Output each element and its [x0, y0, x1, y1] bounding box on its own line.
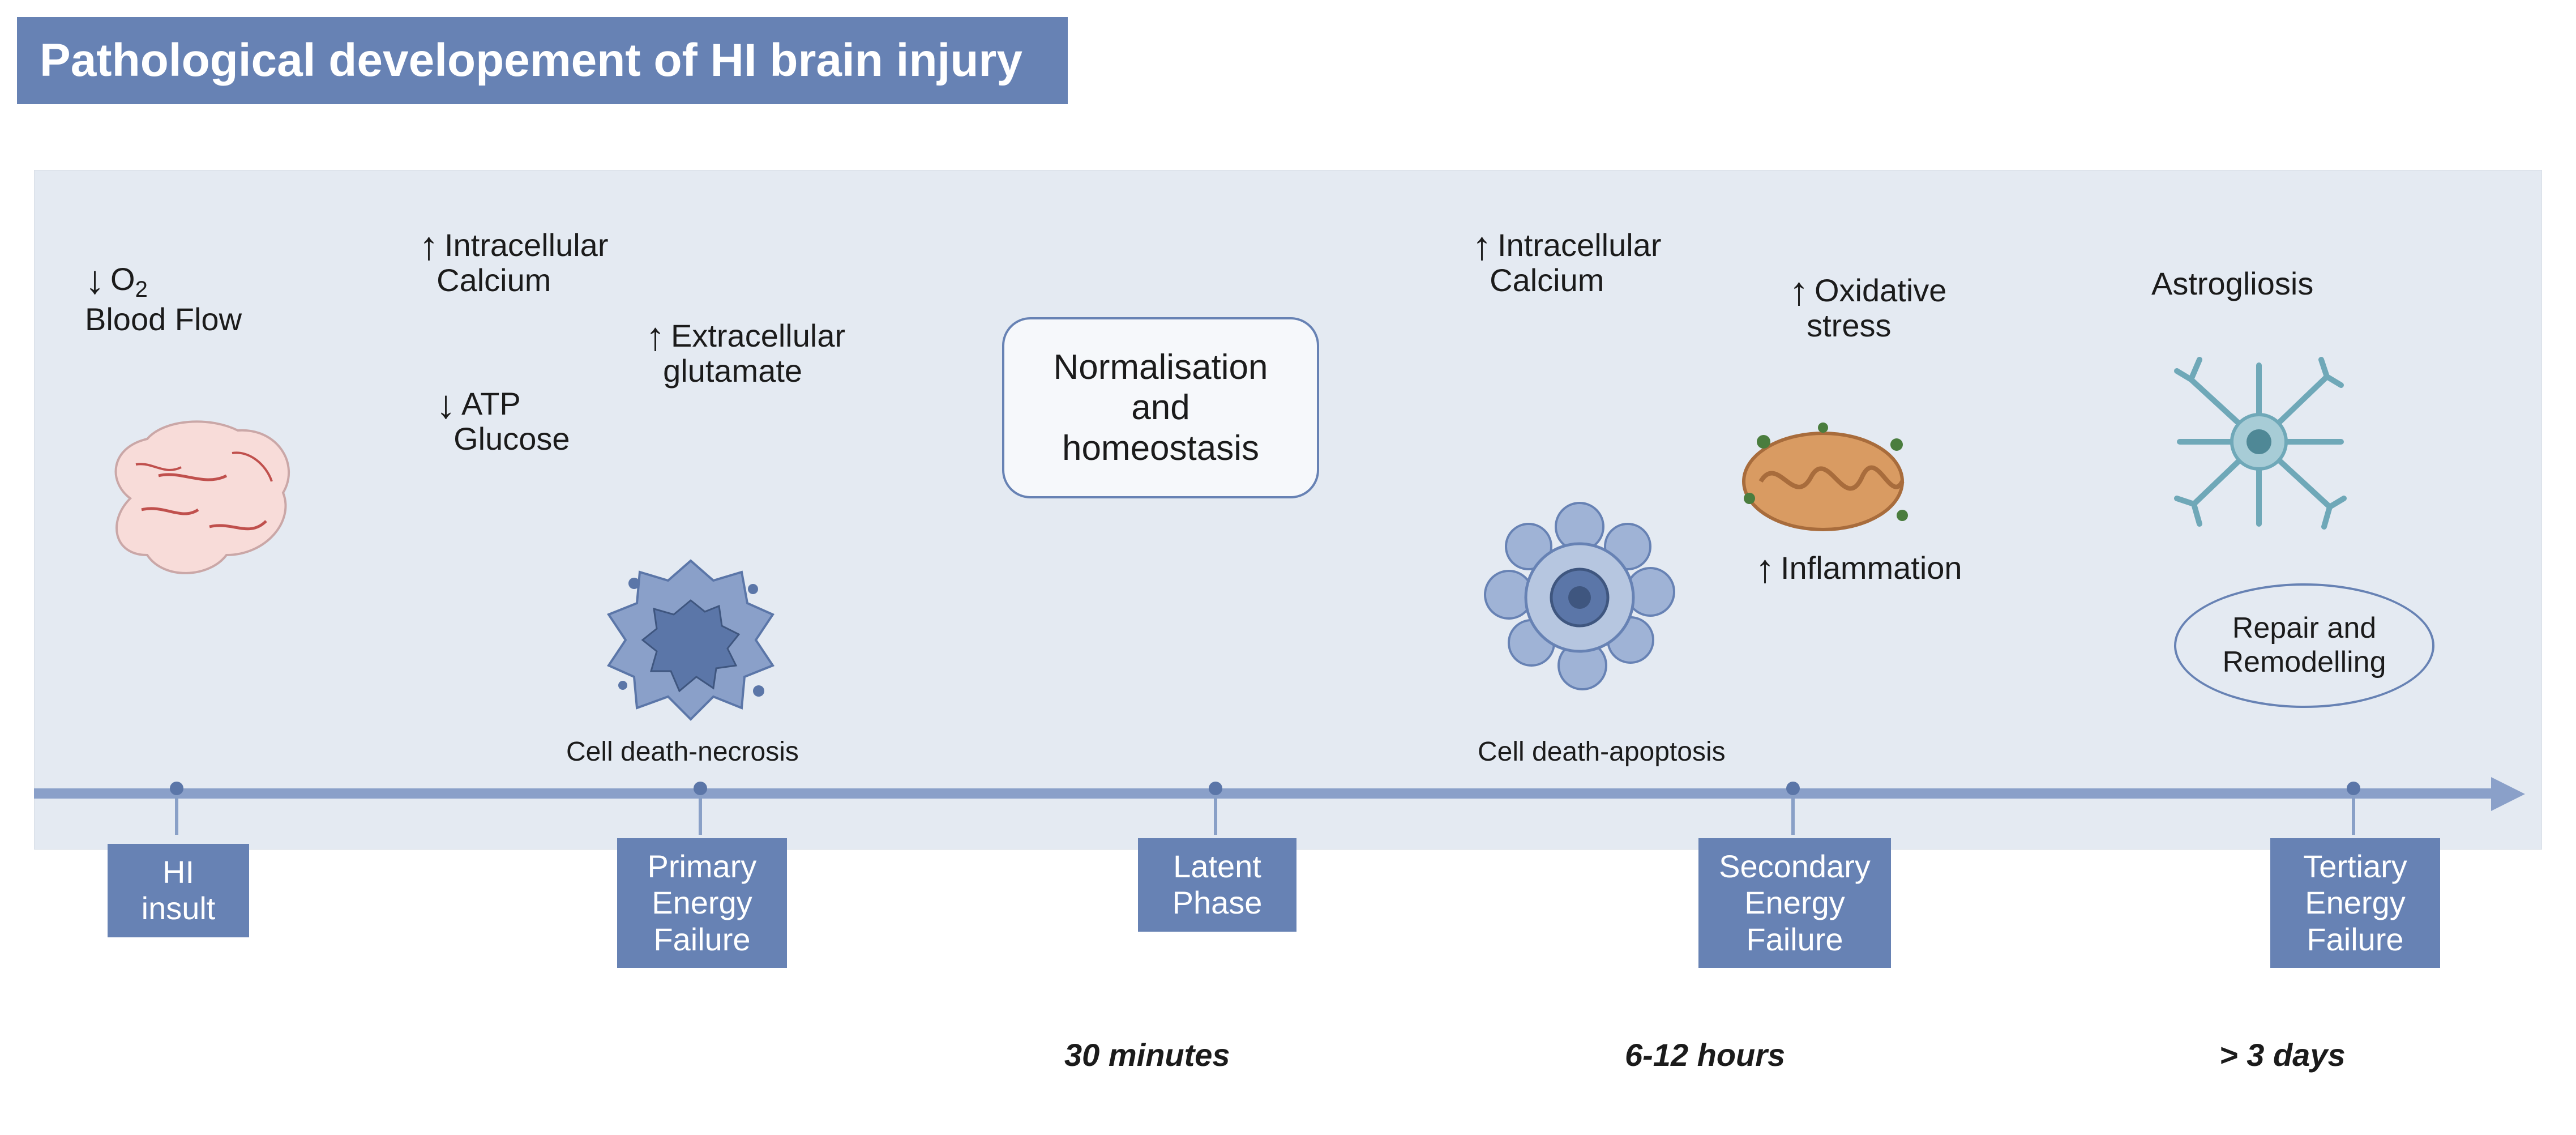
phase-primary-energy-failure: PrimaryEnergyFailure: [617, 838, 787, 968]
tick-stem: [2352, 795, 2355, 835]
label-atp-glucose: ↓ATP Glucose: [436, 385, 570, 456]
diagram-root: Pathological developement of HI brain in…: [0, 0, 2576, 1135]
normalisation-text: Normalisationandhomeostasis: [1053, 347, 1268, 468]
up-arrow-icon: ↑: [1472, 230, 1492, 262]
tick-stem: [1791, 795, 1795, 835]
astrocyte-icon: [2168, 351, 2350, 532]
timeline-axis: [34, 782, 2542, 804]
tick-stem: [1214, 795, 1217, 835]
down-arrow-icon: ↓: [85, 264, 105, 296]
repair-text: Repair andRemodelling: [2222, 612, 2386, 680]
tick-stem: [699, 795, 702, 835]
page-title: Pathological developement of HI brain in…: [17, 17, 1068, 104]
tick-primary: [694, 782, 707, 795]
tick-tertiary: [2347, 782, 2360, 795]
phase-secondary-energy-failure: SecondaryEnergyFailure: [1698, 838, 1891, 968]
phase-tertiary-energy-failure: TertiaryEnergyFailure: [2270, 838, 2440, 968]
label-cell-death-necrosis: Cell death-necrosis: [566, 736, 799, 767]
brain-icon: [96, 413, 300, 583]
normalisation-box: Normalisationandhomeostasis: [1002, 317, 1319, 498]
apoptosis-cell-icon: [1478, 493, 1681, 697]
label-extracellular-glutamate: ↑Extracellular glutamate: [645, 317, 845, 388]
label-o2-bloodflow: ↓O2 Blood Flow: [85, 261, 242, 337]
up-arrow-icon: ↑: [1789, 275, 1809, 307]
down-arrow-icon: ↓: [436, 389, 456, 420]
label-intracellular-calcium-2: ↑Intracellular Calcium: [1472, 227, 1661, 297]
tick-secondary: [1786, 782, 1800, 795]
up-arrow-icon: ↑: [419, 230, 439, 262]
phase-latent: LatentPhase: [1138, 838, 1296, 932]
phase-hi-insult: HI insult: [108, 844, 249, 937]
up-arrow-icon: ↑: [645, 321, 665, 352]
oxidative-stress-icon: [1732, 419, 1914, 544]
repair-remodelling-oval: Repair andRemodelling: [2174, 583, 2434, 708]
tick-hi-insult: [170, 782, 183, 795]
label-intracellular-calcium-1: ↑Intracellular Calcium: [419, 227, 608, 297]
time-30-minutes: 30 minutes: [1064, 1036, 1230, 1073]
necrosis-cell-icon: [600, 549, 781, 731]
tick-latent: [1209, 782, 1222, 795]
time-3-days: > 3 days: [2219, 1036, 2346, 1073]
up-arrow-icon: ↑: [1755, 553, 1775, 584]
label-inflammation: ↑Inflammation: [1755, 549, 1962, 586]
axis-line: [34, 788, 2491, 799]
time-6-12-hours: 6-12 hours: [1625, 1036, 1785, 1073]
label-oxidative-stress: ↑Oxidative stress: [1789, 272, 1946, 343]
axis-arrowhead-icon: [2491, 777, 2525, 811]
tick-stem: [175, 795, 178, 835]
label-cell-death-apoptosis: Cell death-apoptosis: [1478, 736, 1726, 767]
label-astrogliosis: Astrogliosis: [2151, 266, 2313, 301]
